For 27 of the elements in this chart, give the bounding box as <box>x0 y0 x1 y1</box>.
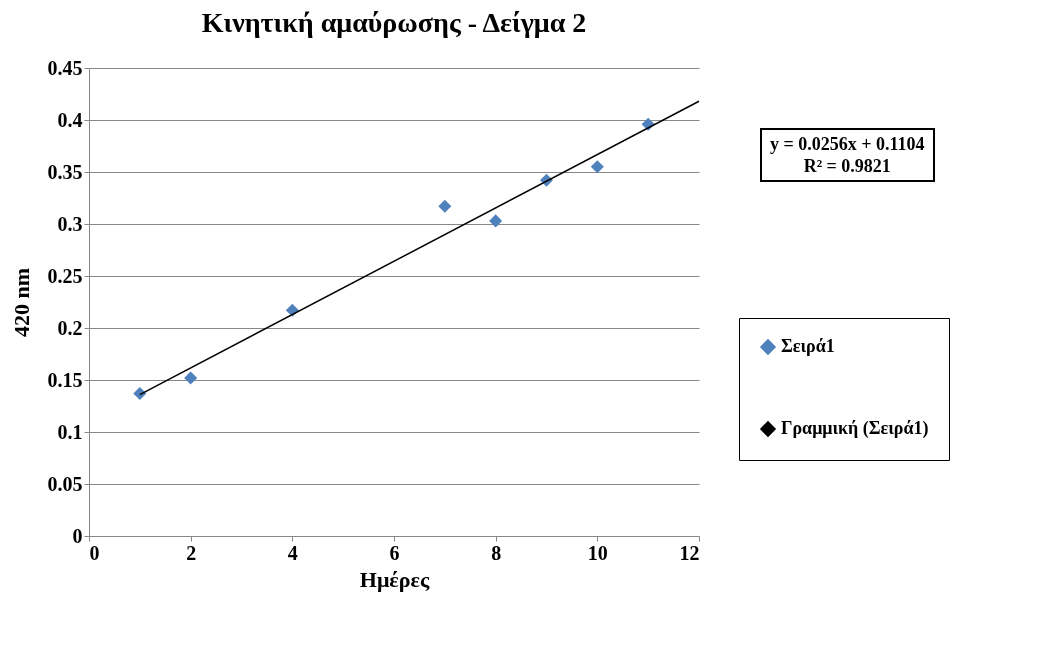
equation-box: y = 0.0256x + 0.1104 R² = 0.9821 <box>760 128 935 182</box>
legend-label: Γραμμική (Σειρά1) <box>781 418 929 439</box>
point <box>184 371 198 385</box>
x-tick-label: 10 <box>587 541 608 564</box>
x-tick-label: 0 <box>89 541 100 564</box>
x-tick-label: 6 <box>389 541 400 564</box>
y-tick-label: 0.4 <box>57 108 83 131</box>
y-tick-label: 0.1 <box>57 420 83 443</box>
point <box>489 214 503 228</box>
y-tick-label: 0.3 <box>57 212 83 235</box>
x-tick-label: 12 <box>679 541 700 564</box>
y-tick-label: 0.2 <box>57 316 83 339</box>
point <box>438 199 452 213</box>
y-tick-label: 0 <box>72 524 83 547</box>
y-tick-label: 0.05 <box>47 472 83 495</box>
y-tick-label: 0.35 <box>47 160 83 183</box>
x-tick-label: 8 <box>491 541 502 564</box>
x-tick-label: 4 <box>287 541 298 564</box>
point <box>590 160 604 174</box>
x-tick-label: 2 <box>186 541 197 564</box>
x-axis-title: Ημέρες <box>359 566 430 592</box>
y-tick-label: 0.15 <box>47 368 83 391</box>
chart-title: Κινητική αμαύρωσης - Δείγμα 2 <box>201 7 587 38</box>
y-tick-label: 0.25 <box>47 264 83 287</box>
legend-label: Σειρά1 <box>781 336 835 356</box>
y-axis-title: 420 nm <box>8 267 34 338</box>
y-tick-label: 0.45 <box>47 56 83 79</box>
